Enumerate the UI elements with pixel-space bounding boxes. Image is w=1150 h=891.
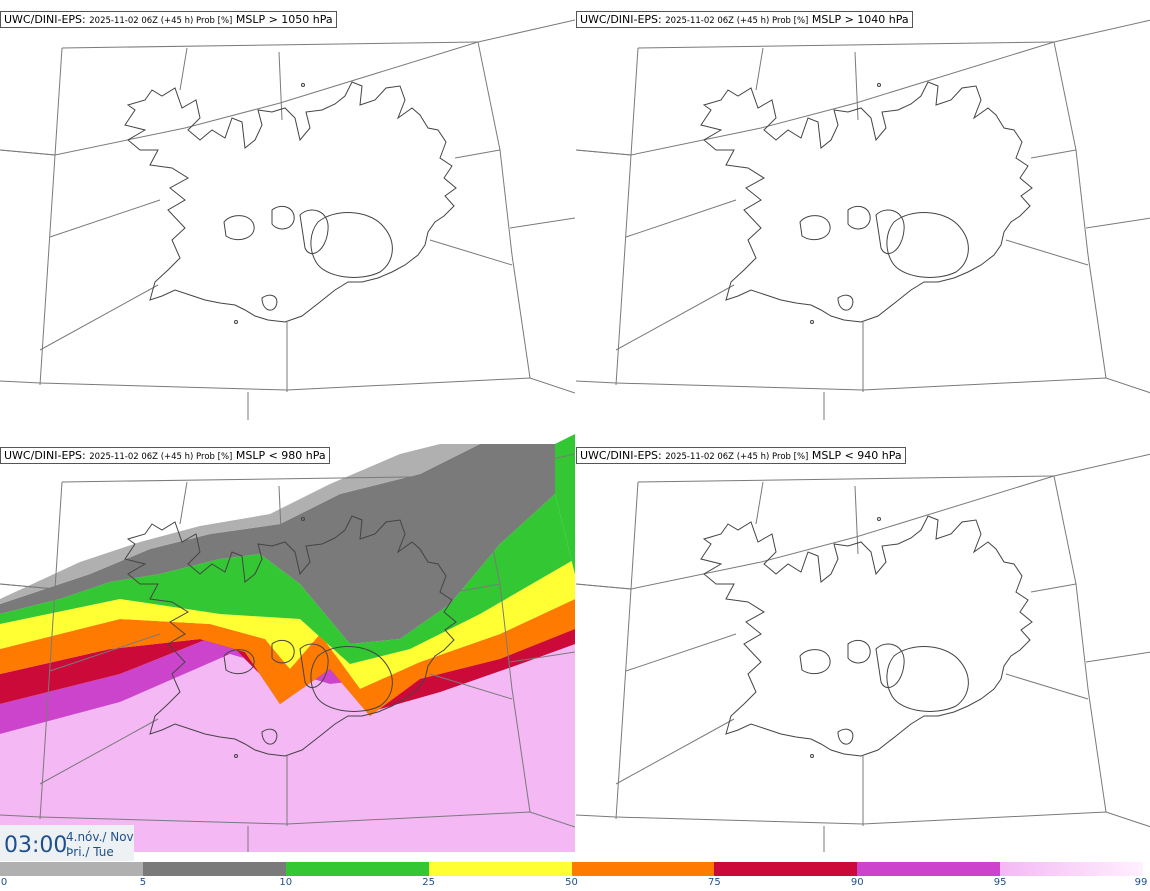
legend-segment (571, 862, 715, 876)
legend-segment (285, 862, 429, 876)
map-2 (576, 19, 1150, 420)
legend-segment (0, 862, 143, 876)
map-panel-4: UWC/DINI-EPS: 2025-11-02 06Z (+45 h) Pro… (576, 434, 1150, 852)
map-3 (0, 434, 575, 852)
legend-segment (714, 862, 858, 876)
map-1 (0, 19, 575, 420)
legend-label: 95 (993, 877, 1007, 888)
legend-label: 75 (708, 877, 721, 888)
panel-title: UWC/DINI-EPS: 2025-11-02 06Z (+45 h) Pro… (0, 11, 337, 28)
map-4 (576, 453, 1150, 852)
map-panel-3: UWC/DINI-EPS: 2025-11-02 06Z (+45 h) Pro… (0, 434, 575, 852)
legend-label: 50 (565, 877, 578, 888)
legend-label: 90 (850, 877, 864, 888)
panel-title: UWC/DINI-EPS: 2025-11-02 06Z (+45 h) Pro… (576, 447, 906, 464)
legend-segment (857, 862, 1001, 876)
map-panel-1: UWC/DINI-EPS: 2025-11-02 06Z (+45 h) Pro… (0, 0, 575, 420)
map-panel-2: UWC/DINI-EPS: 2025-11-02 06Z (+45 h) Pro… (576, 0, 1150, 420)
panel-title: UWC/DINI-EPS: 2025-11-02 06Z (+45 h) Pro… (0, 447, 330, 464)
legend-label: 10 (279, 877, 293, 888)
legend-label: 5 (139, 877, 147, 888)
legend-segment (1000, 862, 1143, 876)
legend-label: 25 (422, 877, 435, 888)
valid-date: 4.nóv./ Nov Þri./ Tue (66, 830, 134, 859)
valid-time: 03:00 (4, 833, 68, 858)
legend-label: 0 (0, 877, 8, 888)
legend-segment (428, 862, 572, 876)
legend-label: 99 (1134, 877, 1148, 888)
probability-field (0, 434, 575, 852)
legend-segment (142, 862, 286, 876)
panel-title: UWC/DINI-EPS: 2025-11-02 06Z (+45 h) Pro… (576, 11, 913, 28)
valid-time-box: 03:00 4.nóv./ Nov Þri./ Tue (0, 825, 134, 861)
